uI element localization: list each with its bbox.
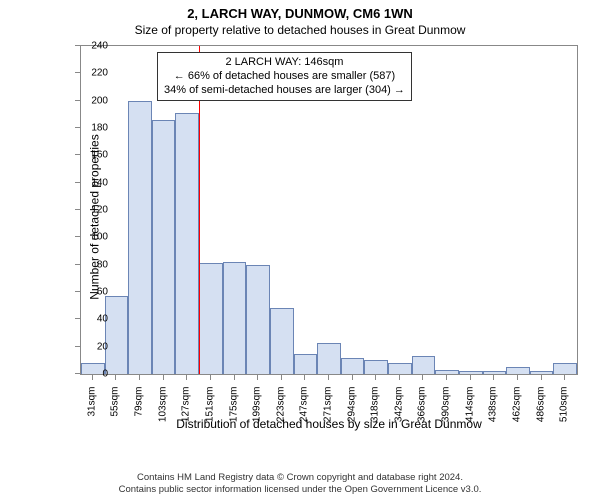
x-tick-mark	[92, 375, 93, 380]
histogram-bar	[270, 308, 294, 374]
x-tick-mark	[257, 375, 258, 380]
x-tick-mark	[210, 375, 211, 380]
y-tick-mark	[75, 100, 80, 101]
x-tick-mark	[304, 375, 305, 380]
y-tick-mark	[75, 45, 80, 46]
x-tick-mark	[564, 375, 565, 380]
histogram-bar	[459, 371, 483, 374]
x-tick-mark	[139, 375, 140, 380]
histogram-bar	[530, 371, 554, 374]
y-tick-mark	[75, 291, 80, 292]
x-tick-mark	[399, 375, 400, 380]
y-tick-mark	[75, 209, 80, 210]
histogram-bar	[435, 370, 459, 374]
y-tick-label: 240	[82, 41, 108, 52]
histogram-bar	[152, 120, 176, 374]
x-tick-mark	[470, 375, 471, 380]
plot-area: 2 LARCH WAY: 146sqm← 66% of detached hou…	[80, 45, 578, 375]
y-tick-mark	[75, 373, 80, 374]
x-tick-mark	[541, 375, 542, 380]
histogram-bar	[105, 296, 129, 374]
x-tick-mark	[163, 375, 164, 380]
x-tick-mark	[186, 375, 187, 380]
y-tick-mark	[75, 236, 80, 237]
histogram-bar	[341, 358, 365, 374]
x-tick-mark	[446, 375, 447, 380]
footer-line-2: Contains public sector information licen…	[0, 484, 600, 496]
x-tick-mark	[328, 375, 329, 380]
y-tick-label: 220	[82, 68, 108, 79]
y-tick-label: 100	[82, 232, 108, 243]
y-tick-label: 120	[82, 205, 108, 216]
histogram-bar	[553, 363, 577, 374]
x-tick-mark	[493, 375, 494, 380]
y-tick-mark	[75, 154, 80, 155]
histogram-bar	[223, 262, 247, 374]
info-box: 2 LARCH WAY: 146sqm← 66% of detached hou…	[157, 52, 412, 101]
y-tick-label: 80	[82, 259, 108, 270]
histogram-chart: Number of detached properties 2 LARCH WA…	[50, 45, 580, 425]
histogram-bar	[506, 367, 530, 374]
y-tick-label: 160	[82, 150, 108, 161]
page-title: 2, LARCH WAY, DUNMOW, CM6 1WN	[0, 0, 600, 21]
histogram-bar	[294, 354, 318, 375]
x-tick-mark	[281, 375, 282, 380]
y-tick-mark	[75, 264, 80, 265]
histogram-bar	[483, 371, 507, 374]
x-tick-mark	[234, 375, 235, 380]
y-tick-label: 200	[82, 95, 108, 106]
y-tick-label: 20	[82, 341, 108, 352]
histogram-bar	[175, 113, 199, 374]
histogram-bar	[128, 101, 152, 374]
histogram-bar	[246, 265, 270, 374]
y-tick-mark	[75, 72, 80, 73]
x-axis-label: Distribution of detached houses by size …	[80, 417, 578, 431]
info-box-line-3: 34% of semi-detached houses are larger (…	[164, 84, 405, 98]
histogram-bar	[412, 356, 436, 374]
y-tick-mark	[75, 127, 80, 128]
x-tick-mark	[352, 375, 353, 380]
footer-attribution: Contains HM Land Registry data © Crown c…	[0, 472, 600, 496]
y-tick-mark	[75, 346, 80, 347]
x-tick-mark	[422, 375, 423, 380]
histogram-bar	[199, 263, 223, 374]
y-tick-label: 180	[82, 123, 108, 134]
x-tick-mark	[115, 375, 116, 380]
y-tick-label: 40	[82, 314, 108, 325]
info-box-line-2: ← 66% of detached houses are smaller (58…	[164, 70, 405, 84]
histogram-bar	[388, 363, 412, 374]
y-tick-label: 0	[82, 369, 108, 380]
histogram-bar	[317, 343, 341, 374]
histogram-bar	[364, 360, 388, 374]
page-subtitle: Size of property relative to detached ho…	[0, 21, 600, 37]
y-tick-mark	[75, 182, 80, 183]
y-tick-mark	[75, 318, 80, 319]
info-box-line-1: 2 LARCH WAY: 146sqm	[164, 56, 405, 70]
y-tick-label: 140	[82, 177, 108, 188]
x-tick-mark	[517, 375, 518, 380]
x-tick-mark	[375, 375, 376, 380]
footer-line-1: Contains HM Land Registry data © Crown c…	[0, 472, 600, 484]
y-tick-label: 60	[82, 287, 108, 298]
